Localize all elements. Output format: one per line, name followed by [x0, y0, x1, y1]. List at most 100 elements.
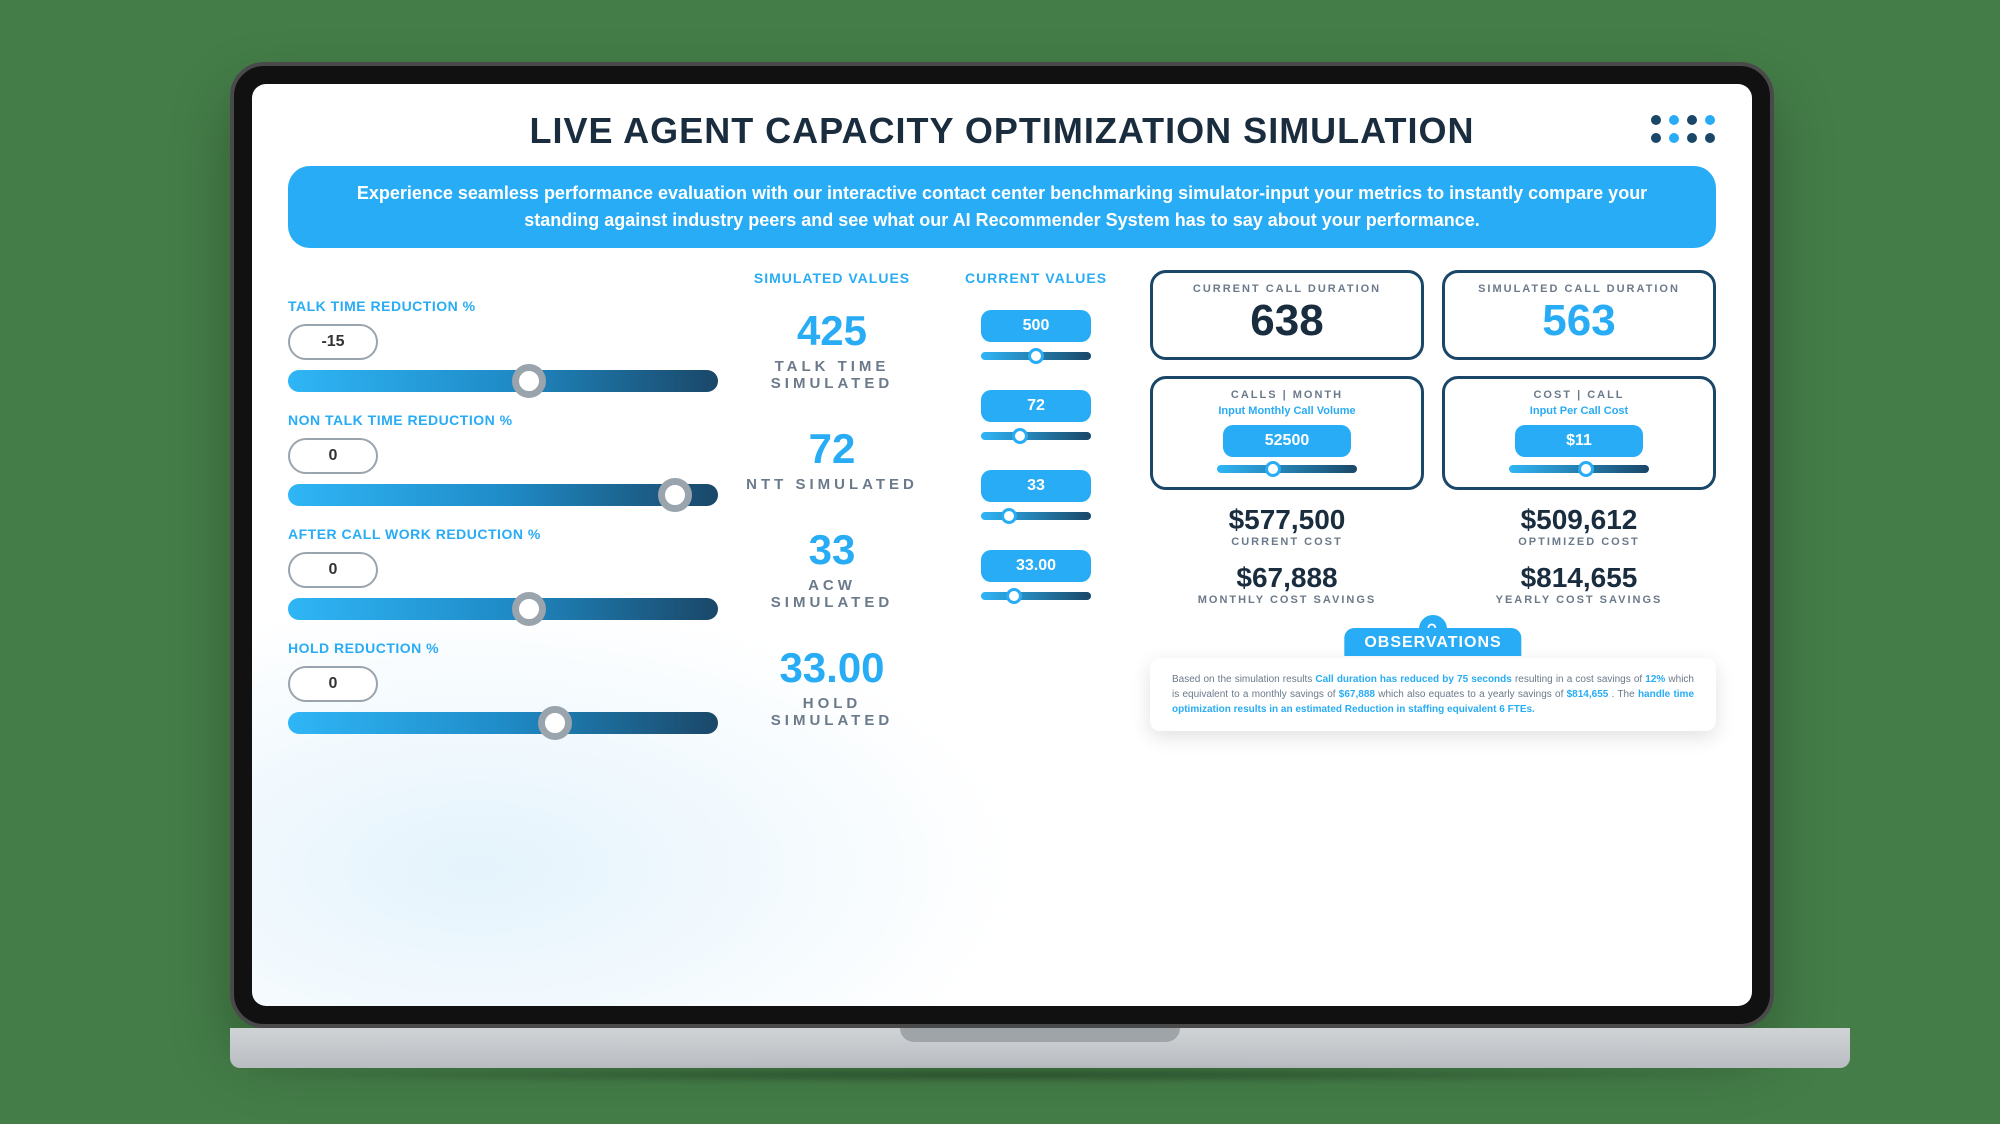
current-column: CURRENT VALUES 500 72 3: [948, 270, 1124, 980]
card-value: 638: [1167, 299, 1407, 343]
slider-value-box[interactable]: 0: [288, 552, 378, 588]
card-value: 563: [1459, 299, 1699, 343]
slider-value-box[interactable]: 0: [288, 438, 378, 474]
obs-highlight: $67,888: [1339, 689, 1375, 700]
sim-value: 72: [744, 428, 920, 470]
cur-talk-time: 500: [948, 310, 1124, 360]
slider-thumb[interactable]: [512, 592, 546, 626]
calls-month-card: CALLS | MONTH Input Monthly Call Volume …: [1150, 376, 1424, 490]
obs-highlight: 12%: [1645, 674, 1665, 685]
laptop-shadow: [230, 1068, 1770, 1082]
sim-value: 33.00: [744, 647, 920, 689]
monthly-savings: $67,888 MONTHLY COST SAVINGS: [1150, 564, 1424, 606]
slider-track[interactable]: [288, 712, 718, 734]
cost-caption: OPTIMIZED COST: [1442, 536, 1716, 548]
column-heading: CURRENT VALUES: [948, 270, 1124, 286]
duration-cards: CURRENT CALL DURATION 638 SIMULATED CALL…: [1150, 270, 1716, 360]
slider-label: AFTER CALL WORK REDUCTION %: [288, 526, 718, 542]
cost-caption: CURRENT COST: [1150, 536, 1424, 548]
sim-caption: NTT SIMULATED: [744, 476, 920, 493]
cost-call-card: COST | CALL Input Per Call Cost $11: [1442, 376, 1716, 490]
simulated-duration-card: SIMULATED CALL DURATION 563: [1442, 270, 1716, 360]
brand-logo: [1646, 108, 1716, 150]
card-subtitle: Input Monthly Call Volume: [1167, 405, 1407, 417]
cost-value: $577,500: [1150, 506, 1424, 534]
card-title: COST | CALL: [1459, 389, 1699, 401]
slider-value-box[interactable]: 0: [288, 666, 378, 702]
current-pill[interactable]: 500: [981, 310, 1091, 342]
current-cost: $577,500 CURRENT COST: [1150, 506, 1424, 548]
optimized-cost: $509,612 OPTIMIZED COST: [1442, 506, 1716, 548]
laptop-bezel: LIVE AGENT CAPACITY OPTIMIZATION SIMULAT…: [230, 62, 1774, 1028]
observations-text: Based on the simulation results Call dur…: [1150, 658, 1716, 731]
mini-slider[interactable]: [1217, 465, 1357, 473]
slider-track[interactable]: [288, 598, 718, 620]
mini-slider-thumb[interactable]: [1001, 508, 1017, 524]
sim-caption: HOLD SIMULATED: [744, 695, 920, 729]
metrics-column: CURRENT CALL DURATION 638 SIMULATED CALL…: [1150, 270, 1716, 980]
intro-banner: Experience seamless performance evaluati…: [288, 166, 1716, 248]
mini-slider[interactable]: [981, 512, 1091, 520]
sim-hold: 33.00 HOLD SIMULATED: [744, 647, 920, 729]
mini-slider[interactable]: [981, 592, 1091, 600]
column-heading: SIMULATED VALUES: [744, 270, 920, 286]
sliders-column: TALK TIME REDUCTION % -15 NON TALK TIME …: [288, 270, 718, 980]
slider-track[interactable]: [288, 484, 718, 506]
slider-hold: HOLD REDUCTION % 0: [288, 640, 718, 734]
slider-talk-time: TALK TIME REDUCTION % -15: [288, 298, 718, 392]
current-pill[interactable]: 33.00: [981, 550, 1091, 582]
cur-hold: 33.00: [948, 550, 1124, 600]
mini-slider-thumb[interactable]: [1028, 348, 1044, 364]
obs-text: Based on the simulation results: [1172, 674, 1315, 685]
slider-track[interactable]: [288, 370, 718, 392]
sim-value: 33: [744, 529, 920, 571]
brand-logo-icon: [1646, 108, 1716, 150]
cur-acw: 33: [948, 470, 1124, 520]
cur-ntt: 72: [948, 390, 1124, 440]
mini-slider-thumb[interactable]: [1012, 428, 1028, 444]
laptop-screen: LIVE AGENT CAPACITY OPTIMIZATION SIMULAT…: [252, 84, 1752, 1006]
observations-tab: OBSERVATIONS: [1344, 628, 1521, 656]
slider-thumb[interactable]: [512, 364, 546, 398]
slider-label: TALK TIME REDUCTION %: [288, 298, 718, 314]
obs-text: . The: [1612, 689, 1638, 700]
mini-slider-thumb[interactable]: [1578, 461, 1594, 477]
mini-slider-thumb[interactable]: [1006, 588, 1022, 604]
cost-call-pill[interactable]: $11: [1515, 425, 1643, 457]
slider-acw: AFTER CALL WORK REDUCTION % 0: [288, 526, 718, 620]
header: LIVE AGENT CAPACITY OPTIMIZATION SIMULAT…: [288, 110, 1716, 152]
mini-slider[interactable]: [981, 432, 1091, 440]
simulated-column: SIMULATED VALUES 425 TALK TIME SIMULATED…: [744, 270, 920, 980]
card-subtitle: Input Per Call Cost: [1459, 405, 1699, 417]
main-grid: TALK TIME REDUCTION % -15 NON TALK TIME …: [288, 270, 1716, 980]
slider-label: NON TALK TIME REDUCTION %: [288, 412, 718, 428]
laptop-mockup: LIVE AGENT CAPACITY OPTIMIZATION SIMULAT…: [230, 42, 1770, 1082]
mini-slider[interactable]: [1509, 465, 1649, 473]
current-duration-card: CURRENT CALL DURATION 638: [1150, 270, 1424, 360]
cost-caption: MONTHLY COST SAVINGS: [1150, 594, 1424, 606]
observations: OBSERVATIONS Based on the simulation res…: [1150, 628, 1716, 731]
calls-month-pill[interactable]: 52500: [1223, 425, 1351, 457]
slider-thumb[interactable]: [538, 706, 572, 740]
laptop-hinge: [230, 1028, 1850, 1068]
input-cards: CALLS | MONTH Input Monthly Call Volume …: [1150, 376, 1716, 490]
cost-value: $509,612: [1442, 506, 1716, 534]
slider-label: HOLD REDUCTION %: [288, 640, 718, 656]
obs-text: resulting in a cost savings of: [1515, 674, 1645, 685]
slider-thumb[interactable]: [658, 478, 692, 512]
cost-row-1: $577,500 CURRENT COST $509,612 OPTIMIZED…: [1150, 506, 1716, 548]
app-content: LIVE AGENT CAPACITY OPTIMIZATION SIMULAT…: [288, 110, 1716, 980]
cost-value: $67,888: [1150, 564, 1424, 592]
page-title: LIVE AGENT CAPACITY OPTIMIZATION SIMULAT…: [530, 110, 1475, 152]
mini-slider[interactable]: [981, 352, 1091, 360]
cost-row-2: $67,888 MONTHLY COST SAVINGS $814,655 YE…: [1150, 564, 1716, 606]
cost-caption: YEARLY COST SAVINGS: [1442, 594, 1716, 606]
sim-talk-time: 425 TALK TIME SIMULATED: [744, 310, 920, 392]
current-pill[interactable]: 33: [981, 470, 1091, 502]
slider-ntt: NON TALK TIME REDUCTION % 0: [288, 412, 718, 506]
card-title: CURRENT CALL DURATION: [1167, 283, 1407, 295]
current-pill[interactable]: 72: [981, 390, 1091, 422]
sim-caption: TALK TIME SIMULATED: [744, 358, 920, 392]
mini-slider-thumb[interactable]: [1265, 461, 1281, 477]
slider-value-box[interactable]: -15: [288, 324, 378, 360]
